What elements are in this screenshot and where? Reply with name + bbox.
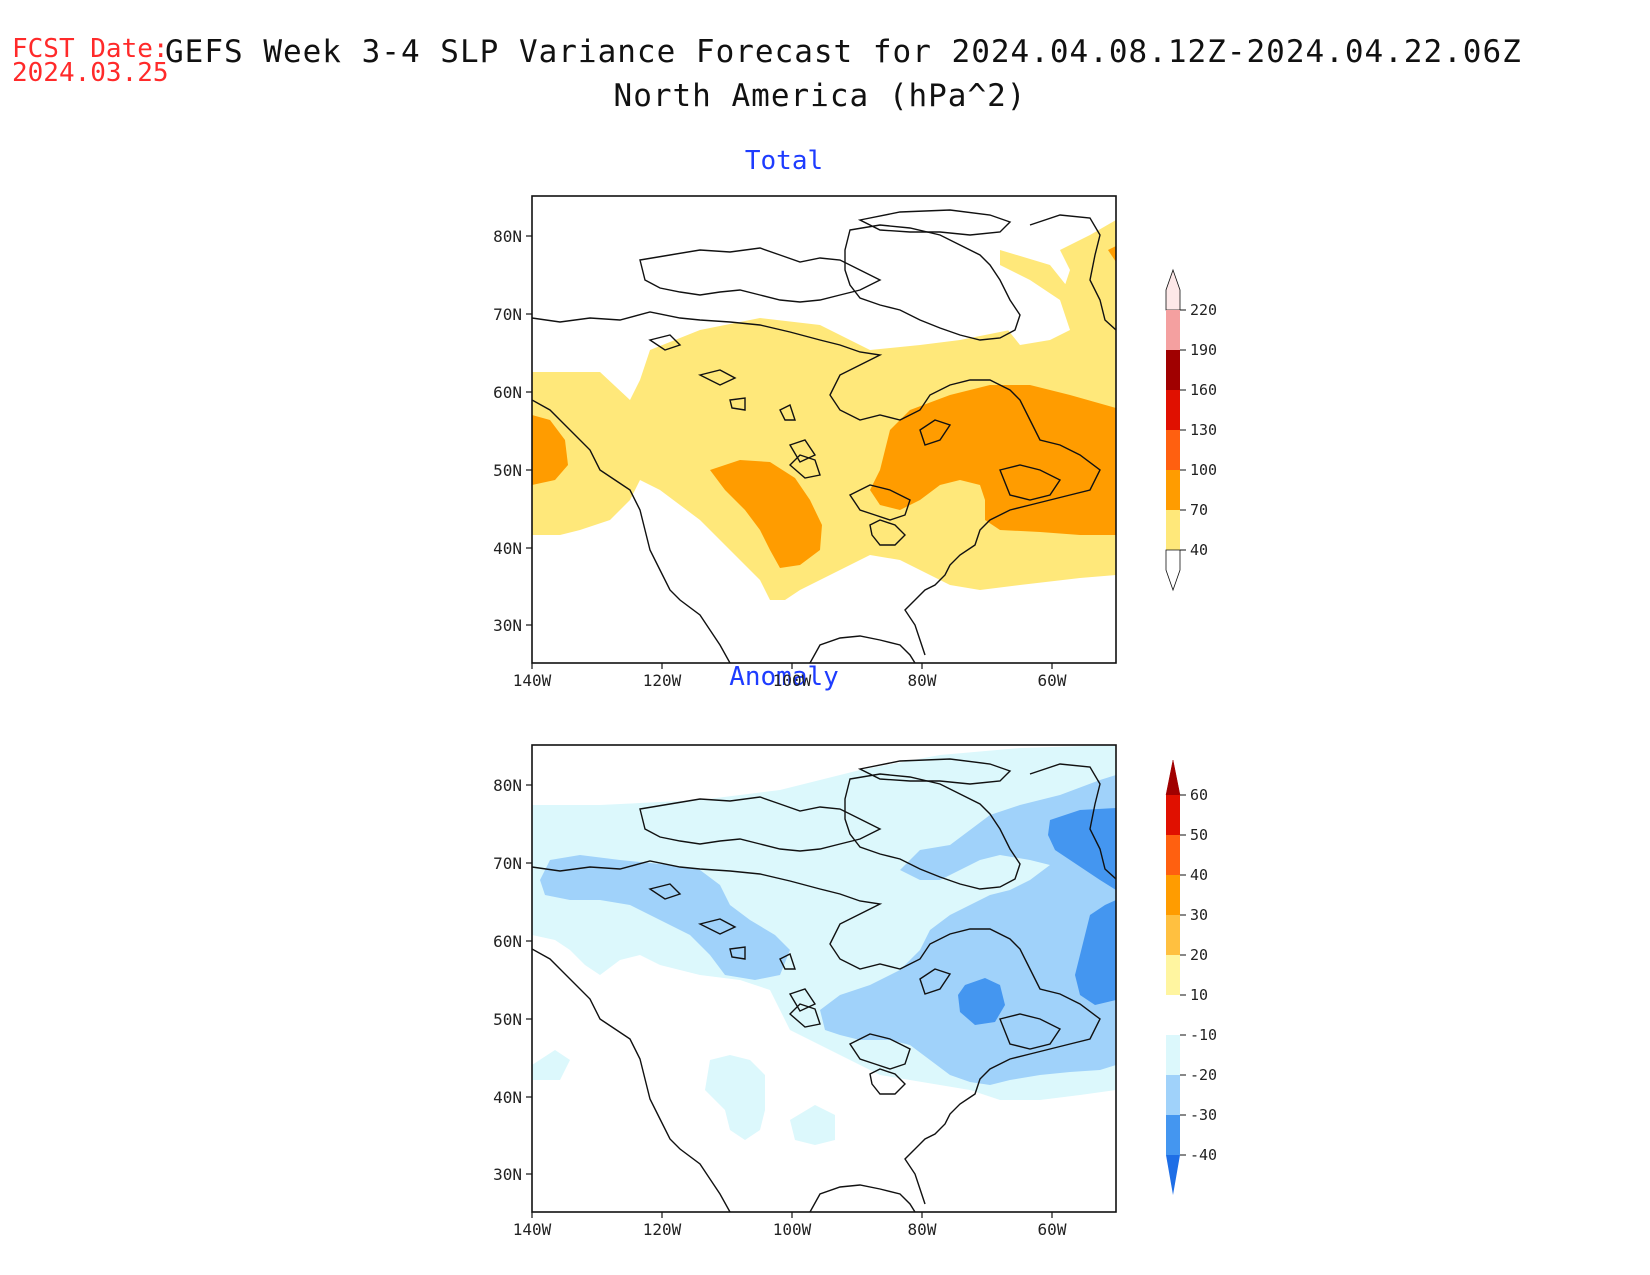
map-panel-anomaly [531,744,1117,1213]
axes-total: 80N 70N 60N 50N 40N 30N 140W 120W 100W 8… [493,227,1067,690]
map-frame-anomaly [531,744,1117,1213]
lon-label: 100W [773,1220,812,1239]
forecast-date-value: 2024.03.25 [12,58,169,88]
colorbar-label: 70 [1190,501,1208,519]
colorbar-label: 130 [1190,421,1217,439]
colorbar-label: -10 [1190,1026,1217,1044]
lat-label: 70N [493,305,522,324]
colorbar-anomaly: 60 50 40 30 20 10 -10 -20 -30 -40 [1165,759,1217,1195]
lon-label: 60W [1038,671,1067,690]
colorbar-label: 100 [1190,461,1217,479]
colorbar-segment [1166,310,1180,350]
lat-label: 60N [493,932,522,951]
colorbar-label: -30 [1190,1106,1217,1124]
colorbar-arrow-bottom [1165,549,1181,592]
colorbar-label: 60 [1190,786,1208,804]
contour-below-minus30-ne [1048,808,1116,890]
colorbar-segment [1166,1075,1180,1115]
contour-minus10-small-1 [705,1055,765,1140]
lon-label: 120W [643,1220,682,1239]
colorbar-segment [1166,875,1180,915]
lon-label: 100W [773,671,812,690]
lat-label: 50N [493,461,522,480]
colorbar-segment [1166,795,1180,835]
colorbar-segment [1166,1035,1180,1075]
colorbar-segment [1166,1115,1180,1155]
colorbar-segment [1166,390,1180,430]
panel-title-total: Total [744,146,824,176]
contour-minus10-small-2 [790,1105,835,1145]
contour-40-70 [532,220,1116,600]
colorbar-arrow-bottom [1166,1155,1180,1195]
lat-label: 50N [493,1010,522,1029]
colorbar-segment [1166,430,1180,470]
colorbar-segment [1166,955,1180,995]
contour-below-minus30-labrador [1075,900,1116,1005]
lat-label: 30N [493,1165,522,1184]
colorbar-label: 30 [1190,906,1208,924]
chart-title: GEFS Week 3-4 SLP Variance Forecast for … [165,30,1595,118]
colorbar-segment [1166,350,1180,390]
colorbar-label: 40 [1190,541,1208,559]
contour-70-100-west [532,415,568,485]
colorbar-label: -40 [1190,1146,1217,1164]
lon-label: 80W [908,1220,937,1239]
colorbar-arrow-top [1165,268,1181,311]
colorbar-label: 50 [1190,826,1208,844]
colorbar-label: 220 [1190,301,1217,319]
colorbar-arrow-top [1165,759,1181,796]
contour-below-minus30-quebec [958,978,1005,1025]
forecast-date-block: FCST Date: 2024.03.25 [12,34,169,88]
contour-below-40-greenland [990,265,1070,345]
lat-label: 30N [493,616,522,635]
map-panel-total [531,195,1117,664]
chart-title-line2: North America (hPa^2) [613,78,1027,114]
colorbar-label: 10 [1190,986,1208,1004]
colorbar-segment [1166,510,1180,550]
lat-label: 40N [493,1088,522,1107]
forecast-date-label: FCST Date: [12,34,169,64]
colorbar-label: 190 [1190,341,1217,359]
lon-label: 60W [1038,1220,1067,1239]
colorbar-segment [1166,995,1180,1035]
contour-70-100-central [710,460,822,568]
colorbar-segment [1166,915,1180,955]
lon-label: 140W [513,671,552,690]
lat-label: 70N [493,854,522,873]
chart-title-line1: GEFS Week 3-4 SLP Variance Forecast for … [165,34,1522,70]
panel-title-anomaly: Anomaly [729,662,839,692]
contour-70-100-ne-corner [1108,246,1116,262]
lon-label: 140W [513,1220,552,1239]
lat-label: 40N [493,539,522,558]
contour-minus10-small-3 [532,1050,570,1080]
colorbar-label: 20 [1190,946,1208,964]
contour-minus20-minus30-west [540,855,790,980]
lat-label: 60N [493,383,522,402]
lon-label: 120W [643,671,682,690]
lon-label: 80W [908,671,937,690]
lat-label: 80N [493,776,522,795]
colorbar-total: 220 190 160 130 100 70 40 [1165,268,1217,592]
map-frame-total [531,195,1117,664]
coastlines-total [532,209,1116,663]
coastlines-anomaly [532,758,1116,1212]
colorbar-label: -20 [1190,1066,1217,1084]
colorbar-segment [1166,470,1180,510]
lat-label: 80N [493,227,522,246]
colorbar-label: 40 [1190,866,1208,884]
colorbar-label: 160 [1190,381,1217,399]
axes-anomaly: 80N 70N 60N 50N 40N 30N 140W 120W 100W 8… [493,776,1067,1239]
colorbar-segment [1166,835,1180,875]
